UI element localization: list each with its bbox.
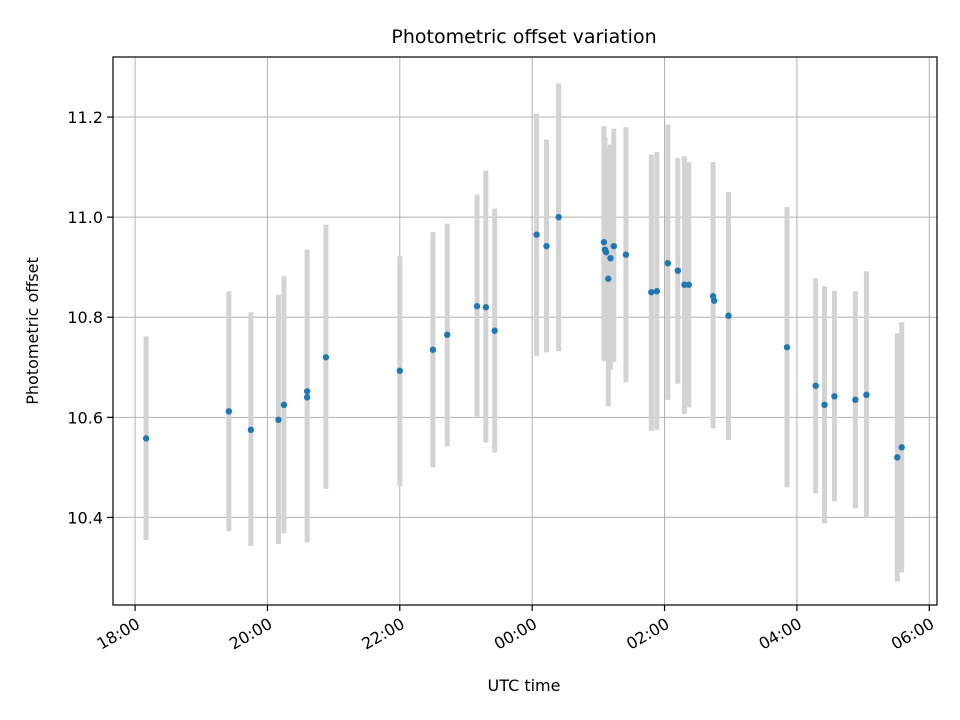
data-point (664, 259, 672, 267)
data-point (898, 444, 905, 451)
data-point (681, 281, 688, 288)
data-point (812, 382, 819, 389)
data-point (710, 297, 718, 304)
x-tick-label: 04:00 (755, 614, 804, 654)
data-point (322, 354, 330, 361)
y-tick-label: 10.4 (67, 508, 103, 527)
y-tick-label: 10.6 (67, 408, 103, 427)
data-point (396, 367, 404, 374)
x-tick-label: 00:00 (491, 614, 540, 654)
x-tick-label: 22:00 (358, 614, 407, 654)
data-point (473, 303, 481, 310)
data-point (142, 435, 150, 442)
y-tick-label: 10.8 (67, 308, 103, 327)
y-axis-ticks: 10.4 10.6 10.8 11.0 11.2 (67, 108, 113, 527)
data-point (863, 391, 870, 399)
data-point (303, 394, 311, 401)
data-point (852, 396, 859, 404)
data-point (648, 289, 655, 296)
x-tick-label: 18:00 (94, 614, 143, 654)
y-axis-label: Photometric offset (23, 257, 42, 405)
data-point (543, 242, 550, 250)
y-tick-label: 11.0 (67, 208, 103, 227)
chart-title: Photometric offset variation (391, 26, 656, 48)
plot-frame (112, 56, 938, 606)
grid-lines (113, 57, 937, 605)
data-point (247, 426, 255, 434)
error-bars (143, 83, 905, 582)
data-point (280, 401, 288, 409)
data-point (610, 242, 617, 250)
data-point (894, 454, 901, 461)
data-point (653, 288, 661, 295)
data-point (685, 281, 693, 288)
data-point (429, 346, 437, 353)
data-point (783, 344, 791, 351)
data-point (674, 267, 681, 274)
data-point (275, 416, 282, 424)
x-axis-ticks: 18:00 20:00 22:00 00:00 02:00 04:00 06:00 (94, 605, 937, 654)
x-tick-label: 02:00 (623, 614, 672, 654)
data-point (600, 238, 608, 246)
y-tick-label: 11.2 (67, 108, 103, 127)
data-point (602, 248, 610, 256)
data-point (605, 275, 612, 282)
data-point (607, 254, 614, 262)
data-point (482, 304, 490, 311)
x-tick-label: 20:00 (226, 614, 275, 654)
data-point (491, 327, 498, 334)
data-point (831, 393, 838, 400)
x-tick-label: 06:00 (888, 614, 937, 654)
data-point (725, 312, 732, 319)
data-point (444, 331, 451, 338)
data-point (555, 213, 562, 221)
data-point (622, 251, 630, 258)
data-point (533, 231, 540, 238)
data-point (821, 401, 828, 409)
data-point (225, 408, 233, 415)
data-point (303, 388, 311, 395)
x-axis-label: UTC time (488, 676, 561, 695)
data-points (142, 213, 905, 461)
